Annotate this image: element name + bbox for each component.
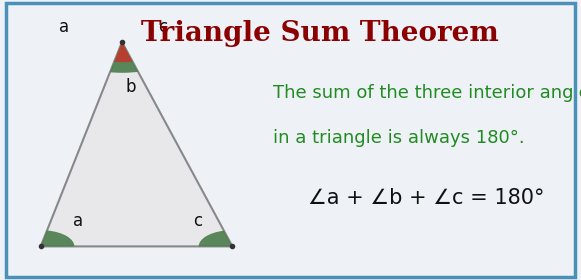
Wedge shape <box>114 42 132 62</box>
Text: Triangle Sum Theorem: Triangle Sum Theorem <box>141 20 498 46</box>
Text: c: c <box>158 18 167 36</box>
Wedge shape <box>199 231 232 246</box>
Wedge shape <box>110 42 138 73</box>
Polygon shape <box>41 42 232 246</box>
Text: b: b <box>125 78 136 96</box>
Text: a: a <box>73 212 84 230</box>
Text: The sum of the three interior angles: The sum of the three interior angles <box>273 84 581 102</box>
Text: a: a <box>59 18 69 36</box>
Text: ∠a + ∠b + ∠c = 180°: ∠a + ∠b + ∠c = 180° <box>308 188 544 207</box>
Text: in a triangle is always 180°.: in a triangle is always 180°. <box>273 129 525 147</box>
Text: c: c <box>193 212 202 230</box>
Wedge shape <box>41 230 74 246</box>
